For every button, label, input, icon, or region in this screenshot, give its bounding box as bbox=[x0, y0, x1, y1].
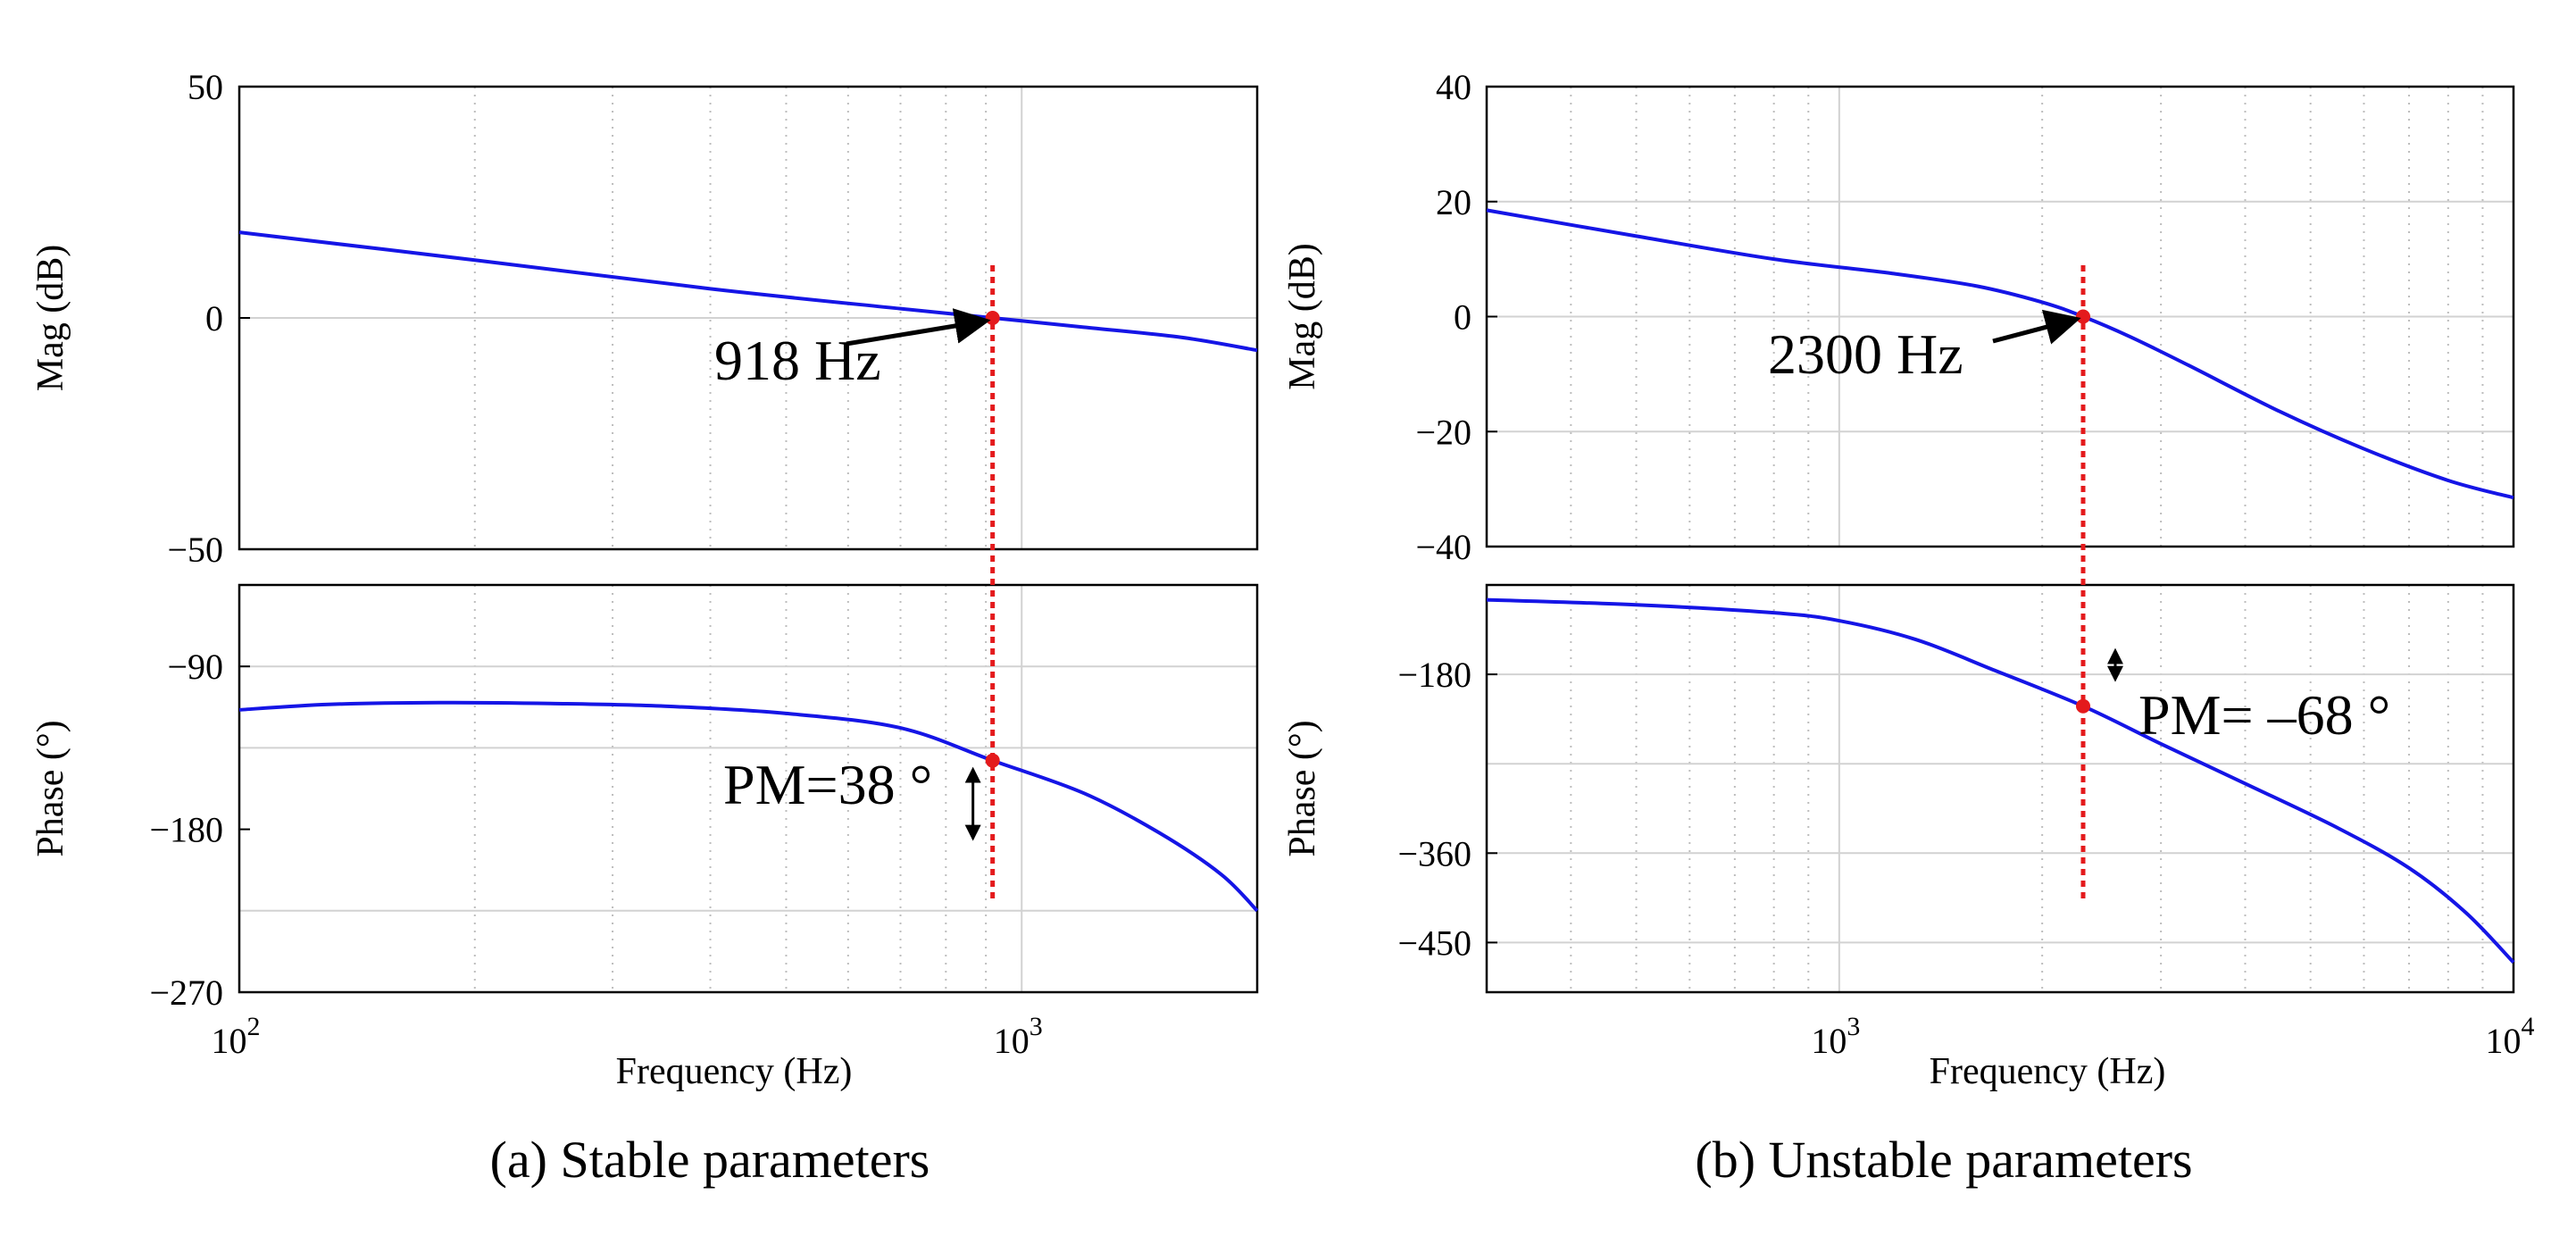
y-tick-label: 50 bbox=[188, 67, 223, 107]
y-tick-label: −90 bbox=[167, 647, 223, 687]
y-tick-label: −180 bbox=[149, 810, 223, 850]
x-tick-exponent: 3 bbox=[1847, 1012, 1860, 1041]
crossover-marker-phase-a bbox=[985, 753, 1000, 768]
y-tick-label: −20 bbox=[1415, 412, 1471, 452]
crossover-arrow-a bbox=[846, 308, 991, 347]
x-tick-base: 10 bbox=[2486, 1021, 2522, 1061]
crossover-marker-mag-b bbox=[2076, 309, 2091, 324]
crossover-arrow-b bbox=[1992, 309, 2081, 345]
b-mag-curve bbox=[1486, 208, 2514, 500]
x-tick-exponent: 2 bbox=[247, 1012, 261, 1041]
phase-margin-label: PM=38 ° bbox=[723, 753, 932, 816]
x-tick-label: 102 bbox=[212, 1012, 261, 1061]
x-tick-exponent: 3 bbox=[1030, 1012, 1043, 1041]
crossover-frequency-label: 2300 Hz bbox=[1768, 322, 1963, 386]
y-tick-label: 0 bbox=[205, 298, 223, 338]
x-tick-base: 10 bbox=[212, 1021, 247, 1061]
x-tick-base: 10 bbox=[994, 1021, 1030, 1061]
y-axis-label-mag: Mag (dB) bbox=[30, 245, 71, 391]
y-tick-label: 40 bbox=[1436, 67, 1471, 107]
x-axis-label: Frequency (Hz) bbox=[1930, 1051, 2166, 1092]
a-phase-curve bbox=[238, 700, 1259, 913]
y-tick-label: 0 bbox=[1454, 297, 1471, 338]
panel-caption: (a) Stable parameters bbox=[490, 1131, 930, 1189]
y-tick-label: −450 bbox=[1397, 923, 1471, 963]
b-phase-curve bbox=[1486, 597, 2515, 965]
x-tick-exponent: 4 bbox=[2522, 1012, 2535, 1041]
axes-frame-b-phase bbox=[1485, 583, 2515, 994]
y-tick-label: −360 bbox=[1397, 833, 1471, 873]
axes-frame-a-phase bbox=[238, 583, 1259, 994]
x-tick-label: 103 bbox=[1811, 1012, 1860, 1061]
y-tick-label: 20 bbox=[1436, 182, 1471, 222]
crossover-marker-mag-a bbox=[985, 311, 1000, 325]
a-mag-curve bbox=[238, 230, 1258, 353]
y-axis-label-phase: Phase (°) bbox=[30, 720, 71, 856]
y-tick-label: −180 bbox=[1397, 655, 1471, 695]
x-axis-label: Frequency (Hz) bbox=[616, 1051, 853, 1092]
x-tick-label: 104 bbox=[2486, 1012, 2535, 1061]
y-axis-label-phase: Phase (°) bbox=[1282, 720, 1323, 856]
crossover-marker-phase-b bbox=[2076, 698, 2091, 714]
y-tick-label: −50 bbox=[167, 530, 223, 570]
phase-margin-label: PM= –68 ° bbox=[2138, 683, 2390, 747]
y-tick-label: −40 bbox=[1415, 527, 1471, 567]
x-tick-label: 103 bbox=[994, 1012, 1043, 1061]
y-axis-label-mag: Mag (dB) bbox=[1282, 243, 1323, 389]
crossover-frequency-label: 918 Hz bbox=[714, 329, 881, 392]
panel-caption: (b) Unstable parameters bbox=[1695, 1131, 2192, 1189]
y-tick-label: −270 bbox=[149, 973, 223, 1013]
x-tick-base: 10 bbox=[1811, 1021, 1847, 1061]
